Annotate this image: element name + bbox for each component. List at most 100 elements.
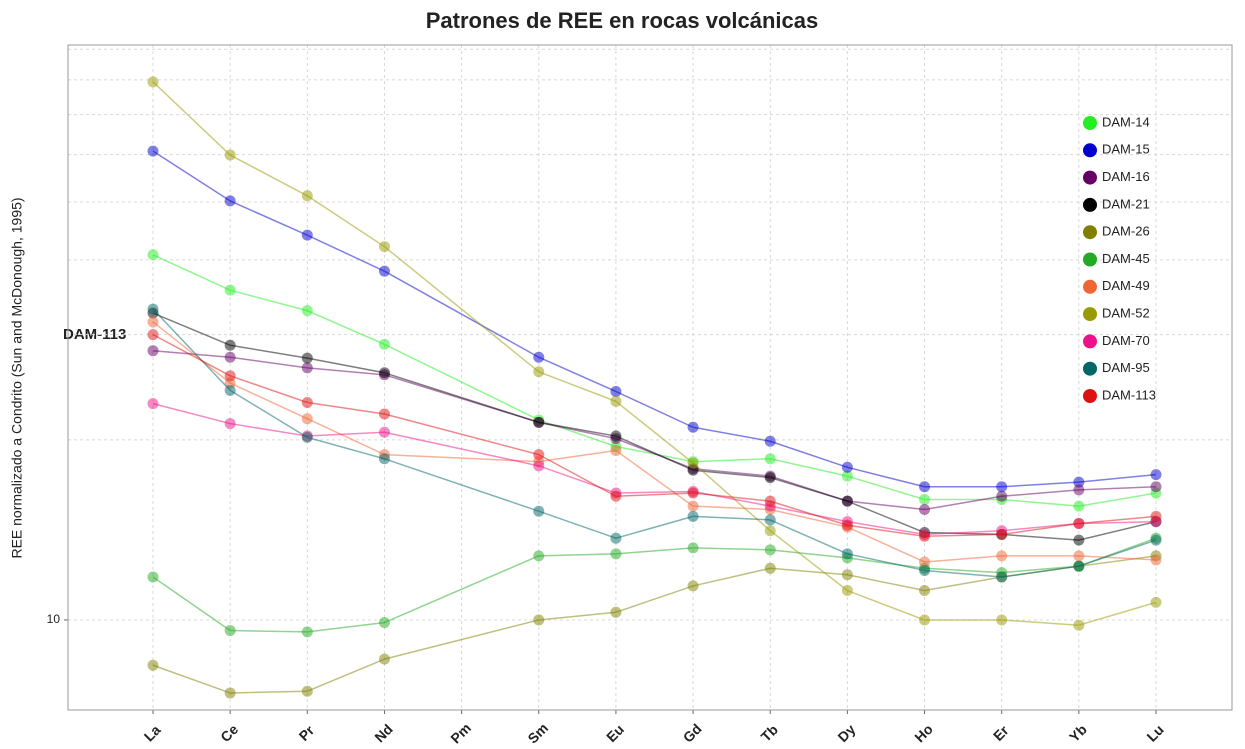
data-point bbox=[841, 519, 853, 531]
series-segment bbox=[230, 356, 308, 369]
series-segment bbox=[1078, 601, 1157, 626]
series-segment bbox=[847, 500, 925, 511]
data-point bbox=[147, 316, 159, 328]
data-point bbox=[1073, 619, 1085, 631]
data-point bbox=[147, 303, 159, 315]
data-point bbox=[1073, 517, 1085, 529]
data-point bbox=[533, 351, 545, 363]
data-point bbox=[378, 338, 390, 350]
legend-swatch bbox=[1083, 170, 1097, 185]
legend-swatch bbox=[1083, 307, 1097, 322]
data-point bbox=[687, 457, 699, 469]
series-segment bbox=[769, 530, 848, 592]
series-segment bbox=[229, 154, 308, 197]
series-segment bbox=[847, 500, 925, 534]
series-segment bbox=[307, 401, 385, 415]
data-point bbox=[996, 490, 1008, 502]
series-segment bbox=[615, 390, 694, 428]
data-point bbox=[301, 305, 313, 317]
series-segment bbox=[384, 270, 540, 358]
series-segment bbox=[229, 389, 308, 438]
data-point bbox=[224, 149, 236, 161]
data-point bbox=[841, 569, 853, 581]
data-point bbox=[996, 481, 1008, 493]
series-segment bbox=[229, 200, 308, 236]
data-point bbox=[919, 585, 931, 597]
data-point bbox=[610, 445, 622, 457]
series-segment bbox=[384, 343, 540, 421]
series-segment bbox=[384, 372, 539, 424]
series-segment bbox=[306, 234, 385, 272]
data-point bbox=[533, 449, 545, 461]
series-segment bbox=[615, 515, 694, 539]
data-point bbox=[147, 145, 159, 157]
data-point bbox=[378, 265, 390, 277]
data-point bbox=[1073, 484, 1085, 496]
data-point bbox=[301, 229, 313, 241]
legend-swatch bbox=[1083, 334, 1097, 349]
data-point bbox=[1073, 500, 1085, 512]
legend-swatch bbox=[1083, 389, 1097, 403]
data-point bbox=[610, 490, 622, 502]
series-segment bbox=[538, 449, 617, 463]
legend-label: DAM-52 bbox=[1102, 306, 1150, 321]
series-segment bbox=[152, 308, 231, 391]
data-point bbox=[919, 530, 931, 542]
legend-swatch bbox=[1083, 361, 1097, 376]
data-point bbox=[224, 351, 236, 363]
series-segment bbox=[615, 585, 694, 613]
data-point bbox=[147, 345, 159, 357]
series-segment bbox=[693, 547, 771, 551]
data-point bbox=[147, 76, 159, 88]
series-segment bbox=[1001, 533, 1079, 541]
data-point bbox=[919, 504, 931, 516]
data-point bbox=[533, 460, 545, 472]
series-segment bbox=[615, 547, 694, 555]
series-segment bbox=[307, 621, 385, 633]
data-point bbox=[841, 470, 853, 482]
data-point bbox=[224, 284, 236, 296]
series-segment bbox=[924, 555, 1002, 563]
series-segment bbox=[538, 371, 617, 403]
data-point bbox=[533, 550, 545, 562]
series-segment bbox=[692, 567, 771, 587]
data-point bbox=[1150, 510, 1162, 522]
data-point bbox=[224, 195, 236, 207]
series-segment bbox=[1001, 498, 1079, 507]
data-point bbox=[687, 510, 699, 522]
series-segment bbox=[692, 492, 771, 502]
data-point bbox=[610, 606, 622, 618]
series-segment bbox=[152, 254, 231, 291]
series-segment bbox=[229, 375, 308, 404]
data-point bbox=[378, 653, 390, 665]
series-segment bbox=[1078, 539, 1157, 567]
data-point bbox=[996, 614, 1008, 626]
series-segment bbox=[1001, 481, 1079, 488]
series-segment bbox=[770, 500, 848, 526]
series-segment bbox=[306, 418, 385, 456]
data-point bbox=[378, 453, 390, 465]
series-segment bbox=[770, 476, 848, 502]
series-segment bbox=[230, 690, 308, 694]
series-segment bbox=[152, 150, 231, 202]
series-segment bbox=[770, 549, 848, 559]
legend-swatch bbox=[1083, 225, 1097, 240]
series-segment bbox=[538, 356, 617, 393]
series-segment bbox=[924, 576, 1002, 592]
data-point bbox=[1150, 554, 1162, 566]
series-segment bbox=[1078, 486, 1157, 491]
series-segment bbox=[1001, 489, 1079, 498]
data-point bbox=[301, 431, 313, 443]
legend-label: DAM-113 bbox=[1102, 387, 1156, 402]
data-point bbox=[764, 514, 776, 526]
series-segment bbox=[1001, 619, 1079, 626]
data-point bbox=[224, 384, 236, 396]
legend-label: DAM-26 bbox=[1102, 224, 1150, 239]
data-point bbox=[996, 550, 1008, 562]
series-segment bbox=[770, 567, 848, 576]
series-segment bbox=[847, 557, 925, 570]
data-point bbox=[224, 418, 236, 430]
data-point bbox=[533, 614, 545, 626]
series-segment bbox=[384, 431, 539, 467]
series-segment bbox=[769, 519, 848, 555]
